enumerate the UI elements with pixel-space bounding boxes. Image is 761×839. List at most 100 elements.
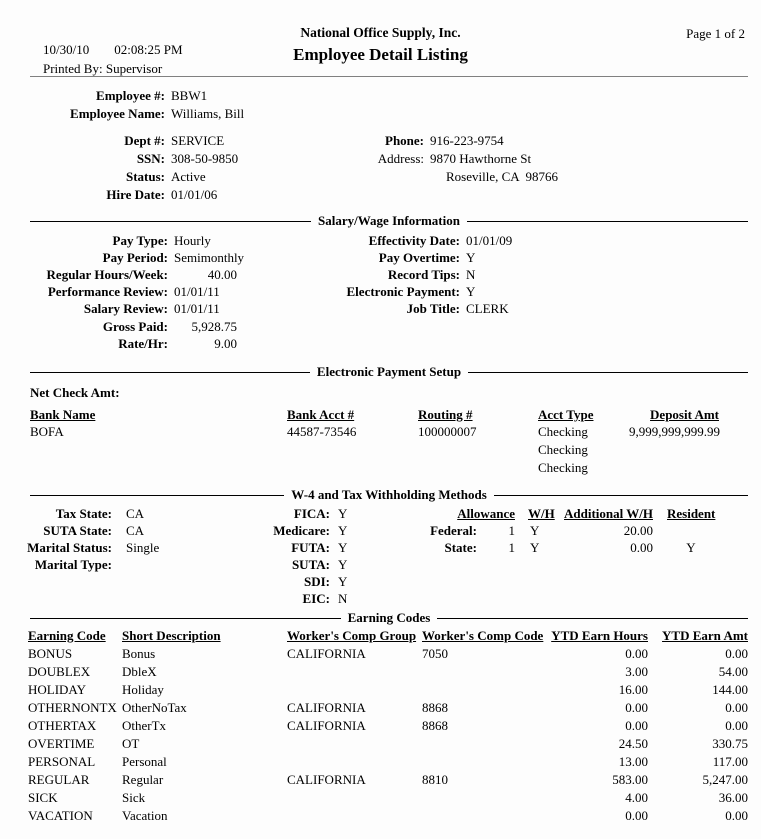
performance-review-row: Performance Review: 01/01/11 [0, 284, 220, 300]
suta-label: SUTA: [291, 557, 330, 572]
ytd-earn-hours-cell: 0.00 [625, 718, 648, 733]
ytd-earn-hours-cell: 16.00 [618, 682, 648, 697]
gross-paid-row: Gross Paid: 5,928.75 [0, 319, 237, 335]
section-rule-left [30, 494, 285, 496]
marital-status-row: Marital Status: Single [0, 540, 159, 556]
short-description-cell: Regular [122, 772, 164, 787]
address-label: Address: [377, 151, 424, 166]
short-description-cell: Holiday [122, 682, 164, 697]
record-tips-value: N [466, 267, 476, 282]
earning-code-cell: REGULAR [28, 772, 90, 787]
electronic-payment-row: Electronic Payment: Y [0, 284, 476, 300]
ytd-earn-amt-cell: 0.00 [725, 718, 748, 733]
earning-code-cell: VACATION [28, 808, 93, 823]
ssn-value: 308-50-9850 [171, 151, 239, 166]
earning-code-cell: OVERTIME [28, 736, 95, 751]
federal-wh-cell: Y [530, 523, 540, 538]
pay-period-row: Pay Period: Semimonthly [0, 250, 244, 266]
ytd-earn-hours-cell: 583.00 [612, 772, 648, 787]
report-date: 10/30/10 [43, 42, 90, 57]
pay-type-label: Pay Type: [112, 233, 169, 248]
workers-comp-code-cell: 8868 [422, 718, 448, 733]
section-rule-right [466, 220, 749, 222]
report-title: Employee Detail Listing [293, 45, 468, 64]
ytd-earn-hours-cell: 13.00 [618, 754, 648, 769]
ytd-earn-amt-cell: 54.00 [718, 664, 748, 679]
suta-value: Y [338, 557, 348, 572]
sdi-value: Y [338, 574, 348, 589]
short-description-cell: OT [122, 736, 140, 751]
section-rule-left [30, 371, 310, 373]
effectivity-date-label: Effectivity Date: [368, 233, 460, 248]
sdi-row: SDI: Y [0, 574, 347, 590]
pay-type-row: Pay Type: Hourly [0, 233, 211, 249]
federal-allowance-cell: 1 [508, 523, 516, 538]
earnings-section-title: Earning Codes [347, 610, 431, 625]
earning-row: OVERTIME OT 24.50 330.75 [0, 736, 761, 754]
ytd-earn-hours-cell: 0.00 [625, 808, 648, 823]
electronic-payment-section-title: Electronic Payment Setup [316, 364, 462, 379]
acct-type-cell: Checking [538, 424, 588, 439]
earning-row: OTHERNONTX OtherNoTax CALIFORNIA 8868 0.… [0, 700, 761, 718]
electronic-payment-section-header: Electronic Payment Setup [30, 364, 748, 380]
workers-comp-code-cell: 8810 [422, 772, 448, 787]
withholding-header-row: Allowance W/H Additional W/H Resident [0, 506, 761, 524]
earning-code-cell: PERSONAL [28, 754, 96, 769]
tax-state-row: Tax State: CA [0, 506, 144, 522]
short-description-column-header: Short Description [122, 628, 221, 643]
fica-value: Y [338, 506, 348, 521]
fica-row: FICA: Y [0, 506, 348, 522]
earning-code-cell: HOLIDAY [28, 682, 87, 697]
workers-comp-group-cell: CALIFORNIA [287, 718, 366, 733]
marital-status-value: Single [126, 540, 160, 555]
ytd-earn-hours-cell: 0.00 [625, 700, 648, 715]
eic-value: N [338, 591, 348, 606]
section-rule-right [468, 371, 748, 373]
ytd-earn-amt-cell: 117.00 [712, 754, 748, 769]
state-resident-cell: Y [686, 540, 696, 555]
suta-state-label: SUTA State: [43, 523, 112, 538]
short-description-cell: Sick [122, 790, 146, 805]
dept-row: Dept #: SERVICE [0, 133, 224, 149]
earnings-section-header: Earning Codes [30, 610, 748, 626]
additional-wh-column-header: Additional W/H [564, 506, 653, 521]
company-name: National Office Supply, Inc. [300, 25, 461, 40]
acct-type-column-header: Acct Type [538, 407, 594, 422]
hire-date-value: 01/01/06 [171, 187, 218, 202]
fica-label: FICA: [293, 506, 330, 521]
bank-name-cell: BOFA [30, 424, 64, 439]
eic-row: EIC: N [0, 591, 348, 607]
salary-review-value: 01/01/11 [174, 301, 220, 316]
medicare-value: Y [338, 523, 348, 538]
dept-value: SERVICE [171, 133, 225, 148]
ytd-earn-hours-cell: 24.50 [618, 736, 648, 751]
sdi-label: SDI: [303, 574, 330, 589]
deposit-amt-cell: 9,999,999,999.99 [629, 424, 720, 439]
futa-row: FUTA: Y [0, 540, 347, 556]
performance-review-label: Performance Review: [47, 284, 168, 299]
employee-name-row: Employee Name: Williams, Bill [0, 106, 244, 122]
ytd-earn-amt-cell: 0.00 [725, 808, 748, 823]
section-rule-right [437, 617, 748, 619]
effectivity-date-row: Effectivity Date: 01/01/09 [0, 233, 513, 249]
marital-type-label: Marital Type: [34, 557, 112, 572]
ytd-earn-hours-cell: 0.00 [625, 646, 648, 661]
earning-row: BONUS Bonus CALIFORNIA 7050 0.00 0.00 [0, 646, 761, 664]
tax-state-value: CA [126, 506, 145, 521]
ytd-earn-hours-cell: 4.00 [625, 790, 648, 805]
earning-row: SICK Sick 4.00 36.00 [0, 790, 761, 808]
futa-value: Y [338, 540, 348, 555]
gross-paid-label: Gross Paid: [102, 319, 168, 334]
bank-table-header-row: Bank Name Bank Acct # Routing # Acct Typ… [0, 407, 761, 425]
dept-label: Dept #: [124, 133, 165, 148]
routing-cell: 100000007 [418, 424, 477, 439]
earning-code-column-header: Earning Code [28, 628, 106, 643]
acct-type-cell: Checking [538, 442, 588, 457]
earning-code-cell: BONUS [28, 646, 73, 661]
employee-number-value: BBW1 [171, 88, 208, 103]
effectivity-date-value: 01/01/09 [466, 233, 513, 248]
bank-acct-column-header: Bank Acct # [287, 407, 355, 422]
earning-code-cell: OTHERTAX [28, 718, 97, 733]
short-description-cell: DbleX [122, 664, 157, 679]
salary-review-row: Salary Review: 01/01/11 [0, 301, 220, 317]
